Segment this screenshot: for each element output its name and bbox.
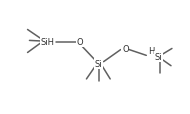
Text: H: H	[148, 46, 154, 55]
Text: Si: Si	[155, 53, 162, 61]
Text: Si: Si	[95, 59, 103, 68]
Text: O: O	[77, 38, 83, 47]
Text: SiH: SiH	[40, 38, 55, 47]
Text: O: O	[122, 45, 129, 53]
